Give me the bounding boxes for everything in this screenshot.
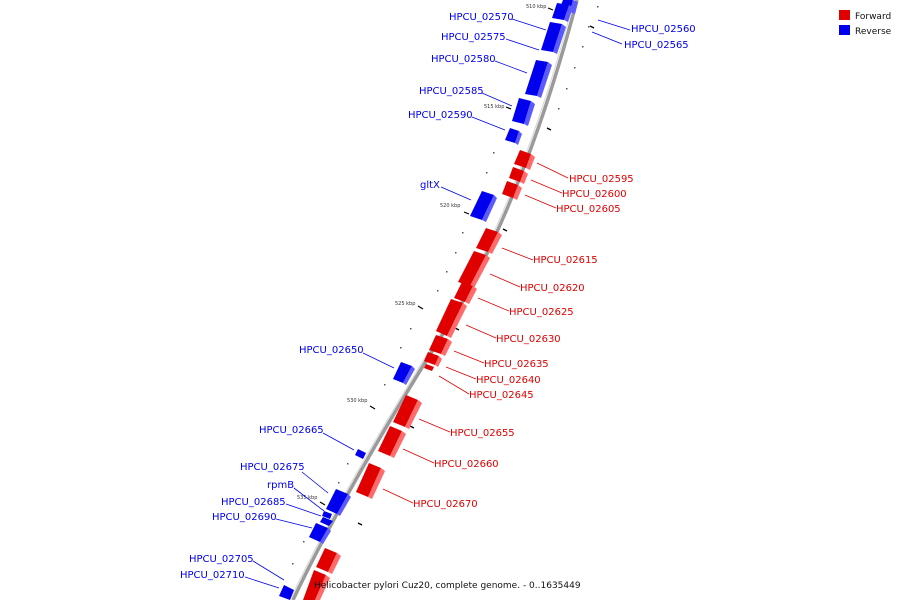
gene-HPCU_02620[interactable] [458, 251, 490, 288]
reverse-genes [279, 0, 578, 600]
kbp-label: 515 kbp [484, 104, 504, 110]
legend-swatch-forward [839, 10, 850, 20]
gene-label[interactable]: HPCU_02640 [476, 375, 541, 386]
forward-tick-dashes [357, 25, 595, 526]
gene-unlabeled-forward-1[interactable] [316, 548, 341, 574]
gene-gltX[interactable] [470, 191, 497, 222]
gene-HPCU_02640[interactable] [424, 352, 442, 367]
reverse-leader-lines [244, 18, 631, 589]
gene-label[interactable]: HPCU_02595 [569, 174, 634, 185]
reverse-gene-labels: HPCU_02560 HPCU_02565 HPCU_02570 HPCU_02… [180, 12, 696, 581]
gene-label[interactable]: HPCU_02665 [259, 425, 324, 436]
gene-label[interactable]: HPCU_02570 [449, 12, 514, 23]
gene-HPCU_02585[interactable] [512, 98, 535, 126]
gene-HPCU_02590[interactable] [505, 128, 522, 145]
gene-label[interactable]: HPCU_02650 [299, 345, 364, 356]
gene-label[interactable]: HPCU_02605 [556, 204, 621, 215]
gene-label[interactable]: HPCU_02615 [533, 255, 598, 266]
forward-leader-lines [382, 162, 569, 504]
gene-label[interactable]: rpmB [267, 480, 294, 491]
gene-label[interactable]: HPCU_02705 [189, 554, 254, 565]
gene-HPCU_02670[interactable] [356, 463, 385, 499]
gene-label[interactable]: HPCU_02675 [240, 462, 305, 473]
gene-label[interactable]: gltX [420, 180, 440, 191]
gene-label[interactable]: HPCU_02655 [450, 428, 515, 439]
gene-HPCU_02650[interactable] [393, 362, 415, 385]
gene-label[interactable]: HPCU_02580 [431, 54, 496, 65]
gene-HPCU_02605[interactable] [502, 181, 522, 200]
gene-label[interactable]: HPCU_02560 [631, 24, 696, 35]
gene-label[interactable]: HPCU_02630 [496, 334, 561, 345]
gene-label[interactable]: HPCU_02645 [469, 390, 534, 401]
gene-HPCU_02710[interactable] [279, 585, 294, 600]
gene-rpmB[interactable] [322, 511, 332, 519]
kbp-label: 520 kbp [440, 203, 460, 209]
gene-label[interactable]: HPCU_02565 [624, 40, 689, 51]
gene-HPCU_02685[interactable] [320, 517, 333, 526]
gene-HPCU_02665[interactable] [355, 449, 366, 459]
gene-HPCU_02625[interactable] [454, 282, 477, 304]
gene-HPCU_02690[interactable] [309, 523, 331, 544]
gene-HPCU_02645[interactable] [424, 364, 434, 371]
gene-label[interactable]: HPCU_02670 [413, 499, 478, 510]
gene-label[interactable]: HPCU_02690 [212, 512, 277, 523]
legend-swatch-reverse [839, 25, 850, 35]
gene-HPCU_02615[interactable] [476, 228, 502, 254]
gene-label[interactable]: HPCU_02620 [520, 283, 585, 294]
minor-ticks [292, 6, 599, 565]
gene-unlabeled-forward-2[interactable] [303, 570, 330, 600]
gene-HPCU_02675[interactable] [326, 489, 351, 516]
forward-genes [303, 150, 535, 600]
kbp-tick: 510 kbp [526, 4, 554, 11]
gene-HPCU_02580[interactable] [525, 60, 552, 98]
gene-HPCU_02630[interactable] [436, 299, 467, 338]
gene-HPCU_02655[interactable] [393, 395, 422, 429]
gene-label[interactable]: HPCU_02625 [509, 307, 574, 318]
kbp-label: 510 kbp [526, 4, 546, 10]
gene-label[interactable]: HPCU_02590 [408, 110, 473, 121]
kbp-tick: 515 kbp [484, 104, 512, 110]
gene-HPCU_02600[interactable] [509, 167, 528, 184]
legend-item-forward[interactable]: Forward [839, 10, 891, 22]
gene-label[interactable]: HPCU_02710 [180, 570, 245, 581]
forward-gene-labels: HPCU_02595 HPCU_02600 HPCU_02605 HPCU_02… [413, 174, 634, 510]
gene-label[interactable]: HPCU_02635 [484, 359, 549, 370]
gene-label[interactable]: HPCU_02600 [562, 189, 627, 200]
gene-label[interactable]: HPCU_02660 [434, 459, 499, 470]
genome-caption: Helicobacter pylori Cuz20, complete geno… [314, 581, 581, 591]
legend-label: Reverse [855, 27, 892, 37]
gene-label[interactable]: HPCU_02575 [441, 32, 506, 43]
kbp-tick: 525 kbp [395, 301, 424, 310]
kbp-tick: 535 kbp [297, 495, 326, 506]
gene-label[interactable]: HPCU_02685 [221, 497, 286, 508]
kbp-tick: 530 kbp [347, 398, 376, 410]
kbp-label: 530 kbp [347, 398, 367, 404]
gene-label[interactable]: HPCU_02585 [419, 86, 484, 97]
kbp-label: 525 kbp [395, 301, 415, 307]
gene-HPCU_02635[interactable] [429, 335, 452, 356]
legend: Forward Reverse [839, 10, 892, 37]
gene-HPCU_02575[interactable] [541, 22, 566, 54]
legend-item-reverse[interactable]: Reverse [839, 25, 892, 37]
kbp-tick: 520 kbp [440, 203, 470, 215]
legend-label: Forward [855, 12, 891, 22]
gene-HPCU_02570[interactable] [552, 3, 573, 22]
gene-HPCU_02595[interactable] [514, 150, 535, 170]
gene-HPCU_02660[interactable] [378, 426, 406, 458]
